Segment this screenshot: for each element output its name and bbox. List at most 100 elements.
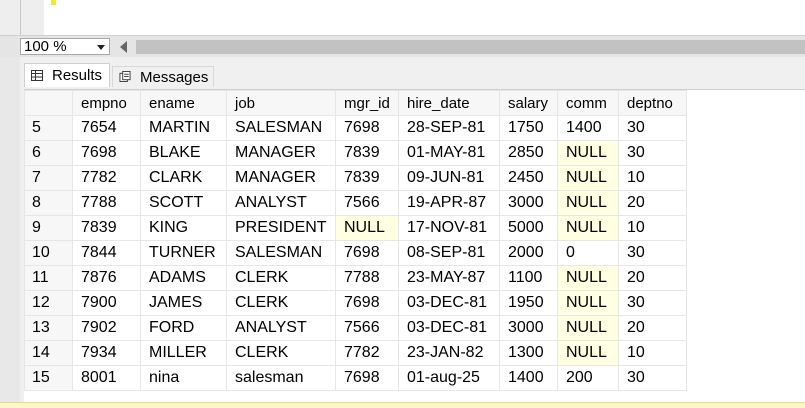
cell-mgr-id[interactable]: 7566 bbox=[335, 190, 399, 216]
results-grid[interactable]: empno ename job mgr_id hire_date salary comm de… bbox=[24, 89, 805, 404]
cell-comm[interactable]: NULL bbox=[557, 215, 619, 241]
column-header-job[interactable]: job bbox=[226, 90, 336, 116]
cell-ename[interactable]: SCOTT bbox=[140, 190, 227, 216]
cell-ename[interactable]: MILLER bbox=[140, 340, 227, 366]
row-number-cell[interactable]: 5 bbox=[24, 115, 73, 141]
cell-deptno[interactable]: 30 bbox=[618, 140, 687, 166]
cell-empno[interactable]: 7698 bbox=[72, 140, 141, 166]
cell-comm[interactable]: NULL bbox=[557, 265, 619, 291]
column-header-salary[interactable]: salary bbox=[499, 90, 558, 116]
cell-ename[interactable]: TURNER bbox=[140, 240, 227, 266]
cell-hire-date[interactable]: 19-APR-87 bbox=[398, 190, 500, 216]
cell-mgr-id[interactable]: 7698 bbox=[335, 240, 399, 266]
cell-empno[interactable]: 7876 bbox=[72, 265, 141, 291]
cell-deptno[interactable]: 20 bbox=[618, 315, 687, 341]
cell-comm[interactable]: NULL bbox=[557, 140, 619, 166]
row-number-cell[interactable]: 15 bbox=[24, 365, 73, 391]
cell-salary[interactable]: 1100 bbox=[499, 265, 558, 291]
column-header-mgr-id[interactable]: mgr_id bbox=[335, 90, 399, 116]
cell-ename[interactable]: FORD bbox=[140, 315, 227, 341]
cell-ename[interactable]: ADAMS bbox=[140, 265, 227, 291]
cell-hire-date[interactable]: 08-SEP-81 bbox=[398, 240, 500, 266]
column-header-empno[interactable]: empno bbox=[72, 90, 141, 116]
cell-job[interactable]: PRESIDENT bbox=[226, 215, 336, 241]
cell-deptno[interactable]: 20 bbox=[618, 190, 687, 216]
cell-job[interactable]: ANALYST bbox=[226, 190, 336, 216]
grid-corner-cell[interactable] bbox=[24, 90, 73, 116]
cell-empno[interactable]: 7654 bbox=[72, 115, 141, 141]
horizontal-scrollbar[interactable] bbox=[136, 40, 805, 54]
cell-deptno[interactable]: 10 bbox=[618, 340, 687, 366]
row-number-cell[interactable]: 14 bbox=[24, 340, 73, 366]
cell-deptno[interactable]: 30 bbox=[618, 240, 687, 266]
cell-hire-date[interactable]: 03-DEC-81 bbox=[398, 315, 500, 341]
cell-empno[interactable]: 7839 bbox=[72, 215, 141, 241]
cell-hire-date[interactable]: 28-SEP-81 bbox=[398, 115, 500, 141]
column-header-deptno[interactable]: deptno bbox=[618, 90, 687, 116]
cell-deptno[interactable]: 10 bbox=[618, 215, 687, 241]
cell-empno[interactable]: 7782 bbox=[72, 165, 141, 191]
row-number-cell[interactable]: 12 bbox=[24, 290, 73, 316]
column-header-ename[interactable]: ename bbox=[140, 90, 227, 116]
cell-deptno[interactable]: 10 bbox=[618, 165, 687, 191]
cell-mgr-id[interactable]: 7566 bbox=[335, 315, 399, 341]
scroll-left-arrow-icon[interactable] bbox=[120, 41, 127, 53]
cell-hire-date[interactable]: 01-aug-25 bbox=[398, 365, 500, 391]
cell-salary[interactable]: 1300 bbox=[499, 340, 558, 366]
cell-deptno[interactable]: 30 bbox=[618, 290, 687, 316]
cell-job[interactable]: CLERK bbox=[226, 290, 336, 316]
cell-comm[interactable]: 0 bbox=[557, 240, 619, 266]
cell-mgr-id[interactable]: NULL bbox=[335, 215, 399, 241]
cell-hire-date[interactable]: 17-NOV-81 bbox=[398, 215, 500, 241]
cell-empno[interactable]: 7788 bbox=[72, 190, 141, 216]
cell-comm[interactable]: 1400 bbox=[557, 115, 619, 141]
cell-empno[interactable]: 7934 bbox=[72, 340, 141, 366]
cell-salary[interactable]: 3000 bbox=[499, 190, 558, 216]
column-header-comm[interactable]: comm bbox=[557, 90, 619, 116]
cell-ename[interactable]: CLARK bbox=[140, 165, 227, 191]
cell-mgr-id[interactable]: 7782 bbox=[335, 340, 399, 366]
cell-hire-date[interactable]: 03-DEC-81 bbox=[398, 290, 500, 316]
cell-mgr-id[interactable]: 7698 bbox=[335, 290, 399, 316]
cell-deptno[interactable]: 30 bbox=[618, 365, 687, 391]
cell-comm[interactable]: 200 bbox=[557, 365, 619, 391]
cell-mgr-id[interactable]: 7839 bbox=[335, 165, 399, 191]
cell-empno[interactable]: 7844 bbox=[72, 240, 141, 266]
tab-messages[interactable]: Messages bbox=[112, 66, 214, 87]
cell-mgr-id[interactable]: 7698 bbox=[335, 115, 399, 141]
query-editor[interactable] bbox=[0, 0, 805, 35]
cell-hire-date[interactable]: 01-MAY-81 bbox=[398, 140, 500, 166]
row-number-cell[interactable]: 9 bbox=[24, 215, 73, 241]
zoom-dropdown[interactable]: 100 % bbox=[20, 38, 110, 55]
cell-comm[interactable]: NULL bbox=[557, 290, 619, 316]
cell-hire-date[interactable]: 09-JUN-81 bbox=[398, 165, 500, 191]
cell-empno[interactable]: 7900 bbox=[72, 290, 141, 316]
cell-salary[interactable]: 1750 bbox=[499, 115, 558, 141]
cell-salary[interactable]: 3000 bbox=[499, 315, 558, 341]
cell-deptno[interactable]: 30 bbox=[618, 115, 687, 141]
cell-ename[interactable]: JAMES bbox=[140, 290, 227, 316]
cell-deptno[interactable]: 20 bbox=[618, 265, 687, 291]
cell-comm[interactable]: NULL bbox=[557, 190, 619, 216]
cell-mgr-id[interactable]: 7839 bbox=[335, 140, 399, 166]
row-number-cell[interactable]: 7 bbox=[24, 165, 73, 191]
cell-ename[interactable]: KING bbox=[140, 215, 227, 241]
cell-job[interactable]: SALESMAN bbox=[226, 240, 336, 266]
cell-job[interactable]: MANAGER bbox=[226, 140, 336, 166]
row-number-cell[interactable]: 10 bbox=[24, 240, 73, 266]
cell-ename[interactable]: nina bbox=[140, 365, 227, 391]
cell-job[interactable]: MANAGER bbox=[226, 165, 336, 191]
cell-mgr-id[interactable]: 7788 bbox=[335, 265, 399, 291]
cell-salary[interactable]: 1950 bbox=[499, 290, 558, 316]
cell-salary[interactable]: 1400 bbox=[499, 365, 558, 391]
cell-ename[interactable]: MARTIN bbox=[140, 115, 227, 141]
cell-comm[interactable]: NULL bbox=[557, 315, 619, 341]
cell-empno[interactable]: 7902 bbox=[72, 315, 141, 341]
cell-job[interactable]: CLERK bbox=[226, 340, 336, 366]
cell-salary[interactable]: 2450 bbox=[499, 165, 558, 191]
cell-hire-date[interactable]: 23-JAN-82 bbox=[398, 340, 500, 366]
cell-salary[interactable]: 2850 bbox=[499, 140, 558, 166]
cell-job[interactable]: SALESMAN bbox=[226, 115, 336, 141]
row-number-cell[interactable]: 6 bbox=[24, 140, 73, 166]
cell-job[interactable]: ANALYST bbox=[226, 315, 336, 341]
